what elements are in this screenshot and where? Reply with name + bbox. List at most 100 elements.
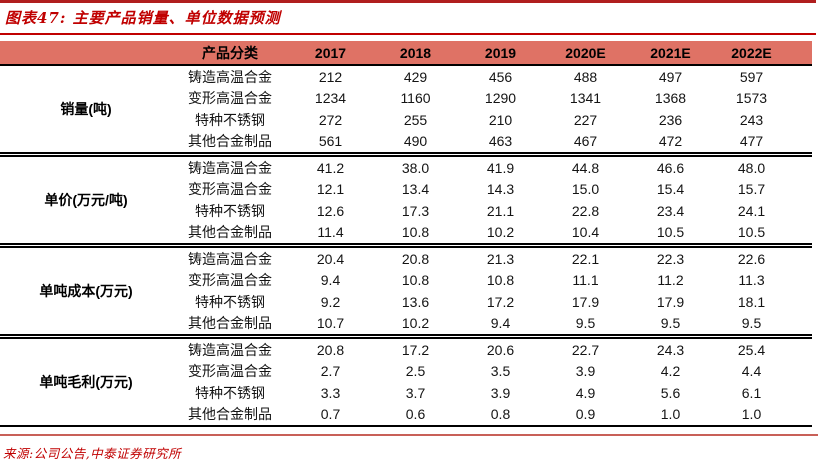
cell-value: 9.4 xyxy=(490,315,511,332)
table-row: 单吨成本(万元) 铸造高温合金 20.4 20.8 21.3 22.1 22.3… xyxy=(0,246,812,299)
cell-value: 11.1 xyxy=(572,272,599,289)
header-year-2020e: 2020E xyxy=(543,41,628,66)
group-unit-cost: 单吨成本(万元) 铸造高温合金 20.4 20.8 21.3 22.1 22.3… xyxy=(0,246,812,337)
product-name: 特种不锈钢 xyxy=(195,202,265,219)
cell-value: 6.1 xyxy=(741,384,762,401)
product-name: 铸造高温合金 xyxy=(188,159,272,176)
cell-value: 1234 xyxy=(314,90,347,107)
cell-value: 472 xyxy=(658,133,683,150)
table-row: 其他合金制品 11.4 10.8 10.2 10.4 10.5 10.5 xyxy=(0,222,812,246)
group-label: 单吨毛利(万元) xyxy=(39,374,133,390)
table-row: 特种不锈钢 3.3 3.7 3.9 4.9 5.6 6.1 xyxy=(0,382,812,404)
product-name: 铸造高温合金 xyxy=(188,341,272,358)
cell-value: 17.9 xyxy=(571,293,600,310)
cell-value: 13.4 xyxy=(401,181,430,198)
cell-value: 1160 xyxy=(400,90,431,107)
title-rule xyxy=(0,33,816,35)
header-year-2019: 2019 xyxy=(458,41,543,66)
top-rule xyxy=(0,0,816,3)
cell-value: 17.2 xyxy=(486,293,515,310)
product-name: 特种不锈钢 xyxy=(195,293,265,310)
cell-value: 10.5 xyxy=(737,224,766,241)
table-row: 其他合金制品 0.7 0.6 0.8 0.9 1.0 1.0 xyxy=(0,404,812,427)
cell-value: 46.6 xyxy=(656,159,685,176)
cell-value: 10.4 xyxy=(571,224,600,241)
cell-value: 22.7 xyxy=(571,341,600,358)
product-name: 其他合金制品 xyxy=(188,133,272,150)
product-name: 铸造高温合金 xyxy=(188,68,272,85)
table-row: 单价(万元/吨) 铸造高温合金 41.2 38.0 41.9 44.8 46.6… xyxy=(0,155,812,208)
cell-value: 467 xyxy=(573,133,598,150)
cell-value: 11.2 xyxy=(657,272,684,289)
product-name: 其他合金制品 xyxy=(188,406,272,423)
cell-value: 10.8 xyxy=(486,272,515,289)
cell-value: 3.9 xyxy=(490,384,511,401)
table-row: 变形高温合金 12.1 13.4 14.3 15.0 15.4 15.7 xyxy=(0,179,812,201)
table-row: 特种不锈钢 12.6 17.3 21.1 22.8 23.4 24.1 xyxy=(0,200,812,222)
cell-value: 2.7 xyxy=(320,363,341,380)
cell-value: 20.6 xyxy=(486,341,515,358)
header-year-2018: 2018 xyxy=(373,41,458,66)
table-row: 特种不锈钢 9.2 13.6 17.2 17.9 17.9 18.1 xyxy=(0,291,812,313)
cell-value: 212 xyxy=(318,68,343,85)
cell-value: 272 xyxy=(318,111,343,128)
forecast-table: 产品分类 2017 2018 2019 2020E 2021E 2022E 销量… xyxy=(0,41,812,427)
table-row: 其他合金制品 10.7 10.2 9.4 9.5 9.5 9.5 xyxy=(0,313,812,337)
cell-value: 20.4 xyxy=(316,250,345,267)
cell-value: 15.4 xyxy=(656,181,685,198)
cell-value: 20.8 xyxy=(401,250,430,267)
cell-value: 3.9 xyxy=(575,363,596,380)
header-year-2021e: 2021E xyxy=(628,41,713,66)
cell-value: 4.4 xyxy=(741,363,762,380)
product-name: 变形高温合金 xyxy=(188,363,272,380)
cell-value: 41.2 xyxy=(316,159,345,176)
cell-value: 24.3 xyxy=(656,341,685,358)
cell-value: 15.0 xyxy=(571,181,600,198)
cell-value: 0.7 xyxy=(320,406,341,423)
cell-value: 3.3 xyxy=(320,384,341,401)
product-name: 特种不锈钢 xyxy=(195,384,265,401)
header-product-category: 产品分类 xyxy=(172,41,288,66)
table-row: 单吨毛利(万元) 铸造高温合金 20.8 17.2 20.6 22.7 24.3… xyxy=(0,337,812,390)
cell-value: 1341 xyxy=(569,90,602,107)
cell-value: 15.7 xyxy=(737,181,766,198)
cell-value: 24.1 xyxy=(737,202,766,219)
table-row: 变形高温合金 1234 1160 1290 1341 1368 1573 xyxy=(0,88,812,110)
product-name: 铸造高温合金 xyxy=(188,250,272,267)
table-row: 变形高温合金 2.7 2.5 3.5 3.9 4.2 4.4 xyxy=(0,361,812,383)
cell-value: 10.2 xyxy=(486,224,515,241)
cell-value: 10.8 xyxy=(401,224,430,241)
group-label: 销量(吨) xyxy=(60,101,112,117)
header-year-2022e: 2022E xyxy=(713,41,812,66)
cell-value: 1.0 xyxy=(660,406,681,423)
cell-value: 41.9 xyxy=(486,159,515,176)
header-row: 产品分类 2017 2018 2019 2020E 2021E 2022E xyxy=(0,41,812,66)
cell-value: 0.8 xyxy=(490,406,511,423)
cell-value: 18.1 xyxy=(737,293,766,310)
product-name: 其他合金制品 xyxy=(188,224,272,241)
cell-value: 21.3 xyxy=(486,250,515,267)
product-name: 其他合金制品 xyxy=(188,315,272,332)
cell-value: 17.3 xyxy=(401,202,430,219)
cell-value: 463 xyxy=(488,133,513,150)
cell-value: 22.1 xyxy=(571,250,600,267)
group-gross-profit: 单吨毛利(万元) 铸造高温合金 20.8 17.2 20.6 22.7 24.3… xyxy=(0,337,812,427)
cell-value: 13.6 xyxy=(401,293,430,310)
cell-value: 561 xyxy=(318,133,343,150)
cell-value: 9.2 xyxy=(320,293,341,310)
footer-rule xyxy=(0,434,818,436)
source-note: 来源:公司公告,中泰证券研究所 xyxy=(3,445,182,461)
cell-value: 497 xyxy=(658,68,683,85)
cell-value: 3.5 xyxy=(490,363,511,380)
group-sales-volume: 销量(吨) 铸造高温合金 212 429 456 488 497 597 变形高… xyxy=(0,65,812,155)
group-label: 单价(万元/吨) xyxy=(44,192,128,208)
cell-value: 38.0 xyxy=(401,159,430,176)
group-unit-price: 单价(万元/吨) 铸造高温合金 41.2 38.0 41.9 44.8 46.6… xyxy=(0,155,812,246)
cell-value: 22.8 xyxy=(571,202,600,219)
cell-value: 10.8 xyxy=(401,272,430,289)
figure-title: 图表47: 主要产品销量、单位数据预测 xyxy=(5,9,281,27)
cell-value: 236 xyxy=(658,111,683,128)
cell-value: 9.4 xyxy=(320,272,341,289)
cell-value: 23.4 xyxy=(656,202,685,219)
